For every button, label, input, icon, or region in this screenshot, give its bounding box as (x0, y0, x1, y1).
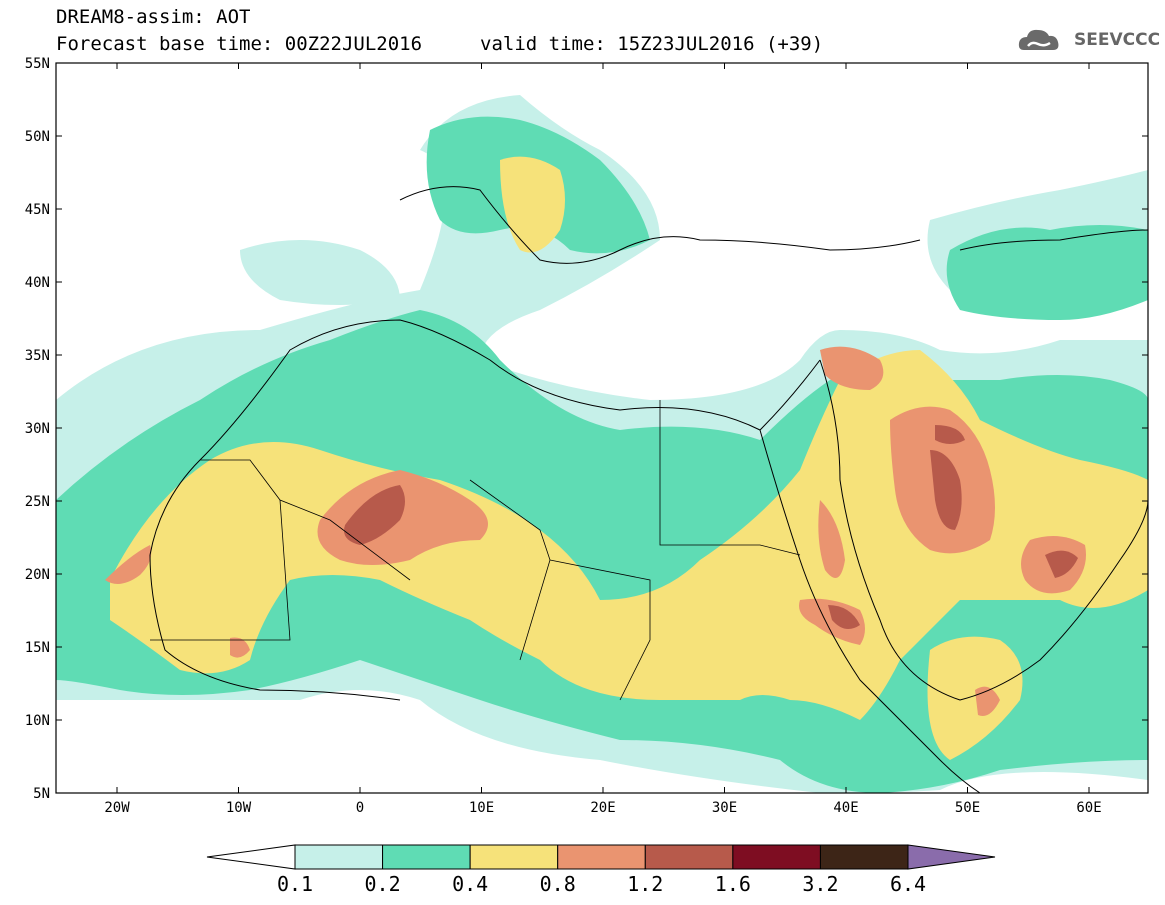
colorbar-segment (382, 844, 471, 870)
cloud-logo-icon (1018, 29, 1059, 50)
colorbar-label: 0.8 (539, 872, 576, 896)
lat-label: 30N (25, 421, 50, 437)
aot-field (56, 95, 1148, 793)
lon-label: 10W (226, 800, 252, 816)
lat-label: 55N (25, 56, 50, 72)
lat-label: 10N (25, 713, 50, 729)
map-title: DREAM8-assim: AOT (56, 6, 251, 28)
lon-axis: 20W 10W 0 10E 20E 30E 40E 50E 60E (104, 63, 1102, 816)
lon-label: 10E (469, 800, 494, 816)
lat-label: 25N (25, 494, 50, 510)
lat-label: 45N (25, 202, 50, 218)
lat-label: 35N (25, 348, 50, 364)
lat-label: 5N (33, 786, 50, 802)
logo-text: SEEVCCC (1074, 30, 1161, 50)
aot-band-0-4 (110, 156, 1148, 760)
lon-label: 30E (712, 800, 737, 816)
colorbar-min-arrow (206, 844, 296, 870)
colorbar-label: 0.1 (276, 872, 314, 896)
colorbar-segment (294, 844, 384, 870)
colorbar-label: 1.6 (714, 872, 751, 896)
lon-label: 0 (356, 800, 364, 816)
colorbar-segment (732, 844, 821, 870)
lat-label: 15N (25, 640, 50, 656)
colorbar-label: 3.2 (802, 872, 839, 896)
colorbar-label: 0.4 (452, 872, 489, 896)
colorbar-label: 6.4 (889, 872, 927, 896)
lon-label: 20W (104, 800, 130, 816)
colorbar (206, 844, 996, 870)
valid-time: valid time: 15Z23JUL2016 (+39) (480, 33, 824, 55)
colorbar-label: 1.2 (627, 872, 664, 896)
colorbar-segment (644, 844, 734, 870)
lat-axis: 55N 50N 45N 40N 35N 30N 25N 20N 15N 10N 5N (25, 56, 1148, 802)
lon-label: 20E (590, 800, 615, 816)
coastlines (149, 186, 1148, 793)
colorbar-label: 0.2 (364, 872, 401, 896)
lon-label: 60E (1076, 800, 1101, 816)
aot-band-1-2 (344, 425, 1078, 629)
borders (150, 400, 801, 701)
colorbar-max-arrow (907, 844, 996, 870)
lon-label: 50E (955, 800, 980, 816)
lat-label: 40N (25, 275, 50, 291)
lon-label: 40E (833, 800, 858, 816)
colorbar-segment (819, 844, 909, 870)
colorbar-segment (557, 844, 646, 870)
forecast-base-time: Forecast base time: 00Z22JUL2016 (56, 33, 423, 55)
lat-label: 20N (25, 567, 50, 583)
lat-label: 50N (25, 129, 50, 145)
colorbar-segment (469, 844, 559, 870)
